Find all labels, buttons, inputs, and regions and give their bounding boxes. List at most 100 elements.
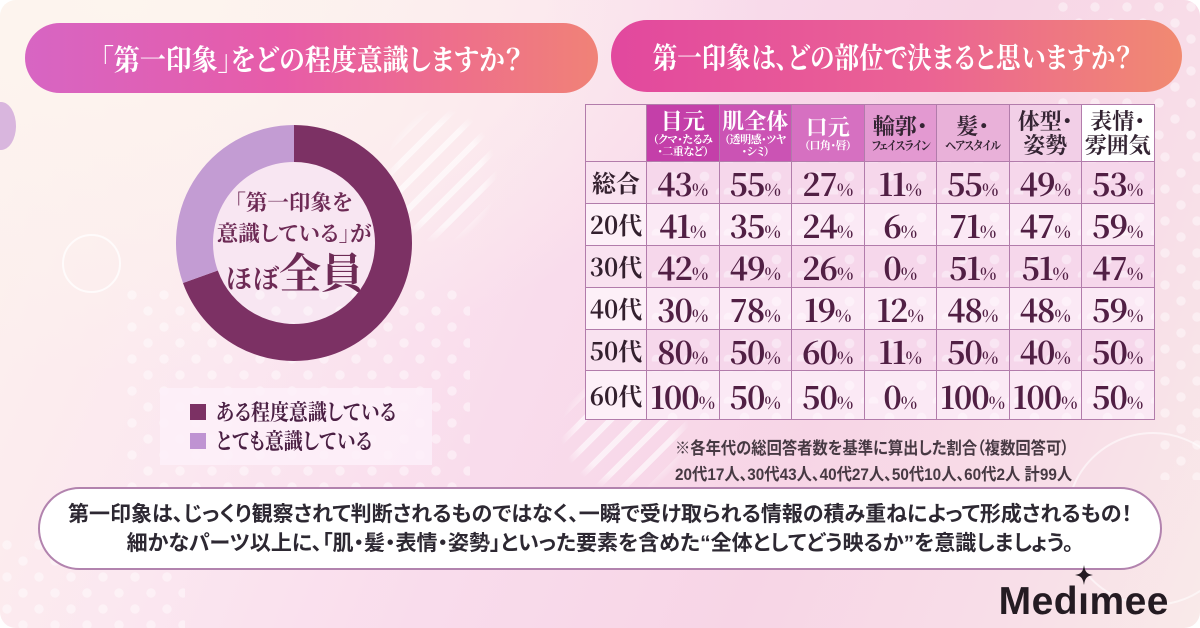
summary-line1: 第一印象は、じっくり観察されて判断されるものではなく、一瞬で受け取られる情報の積…: [67, 502, 1133, 526]
column-header-sub: 姿勢: [1023, 129, 1068, 160]
value-cell: 11%: [863, 161, 937, 204]
logo-i-with-sparkle: ı: [1074, 565, 1093, 624]
value-cell: 42%: [646, 244, 720, 288]
column-header-sub: ・シミ）: [741, 143, 770, 159]
value-cell: 71%: [936, 202, 1010, 246]
column-header-sub: 雰囲気: [1084, 129, 1151, 160]
row-label: 50代: [585, 328, 647, 372]
column-header-sub: ・二重など）: [657, 143, 709, 159]
row-label: 60代: [585, 370, 647, 421]
column-header: 体型・ 姿勢: [1008, 104, 1082, 162]
column-header-sub: ヘアスタイル: [945, 136, 1001, 154]
column-header: 表情・ 雰囲気: [1081, 104, 1155, 162]
logo-part1: Med: [998, 580, 1079, 623]
legend-item: とても意識している: [190, 430, 432, 452]
value-cell: 24%: [791, 202, 865, 246]
donut-legend: ある程度意識している とても意識している: [160, 388, 432, 465]
value-cell: 50%: [718, 370, 792, 421]
donut-center-line3: ほぼ全員: [225, 248, 363, 301]
value-cell: 47%: [1081, 244, 1155, 288]
summary-box: 第一印象は、じっくり観察されて判断されるものではなく、一瞬で受け取られる情報の積…: [38, 487, 1162, 570]
table-blank-corner: [585, 104, 647, 162]
circle-outline-decoration: [62, 234, 121, 293]
value-cell: 49%: [718, 244, 792, 288]
column-header: 肌全体 （透明感・ツヤ ・シミ）: [718, 104, 792, 162]
table-row: 20代 41% 35% 24% 6% 71% 47% 59%: [585, 202, 1155, 246]
value-cell: 55%: [718, 161, 792, 204]
table-header-row: 目元 （クマ・たるみ ・二重など） 肌全体 （透明感・ツヤ ・シミ） 口元 （口角・唇） 輪郭・…: [585, 104, 1155, 162]
value-cell: 48%: [936, 286, 1010, 330]
column-header-main: 目元: [660, 104, 705, 136]
value-cell: 19%: [791, 286, 865, 330]
question-right-text: 第一印象は、どの部位で決まると思いますか？: [652, 35, 1132, 77]
row-label: 30代: [585, 244, 647, 288]
table-row: 40代 30% 78% 19% 12% 48% 48% 59%: [585, 286, 1155, 330]
value-cell: 0%: [863, 244, 937, 288]
donut-chart: [176, 125, 412, 361]
row-label: 40代: [585, 286, 647, 330]
column-header-sub: フェイスライン: [871, 136, 930, 154]
summary-line2: 細かなパーツ以上に、「肌・髪・表情・姿勢」といった要素を含めた“全体としてどう映…: [126, 531, 1074, 555]
question-banner-left: 「第一印象」をどの程度意識しますか？: [25, 23, 598, 93]
value-cell: 50%: [791, 370, 865, 421]
column-header-sub: （透明感・ツヤ: [724, 130, 787, 147]
polka-dots-decoration: [1158, 150, 1200, 480]
row-label: 総合: [585, 161, 647, 204]
value-cell: 51%: [936, 244, 1010, 288]
table-row: 30代 42% 49% 26% 0% 51% 51% 47%: [585, 244, 1155, 288]
column-header-main: 髪・: [956, 110, 990, 141]
value-cell: 12%: [863, 286, 937, 330]
medimee-logo: Medı mee: [998, 565, 1169, 624]
legend-label: ある程度意識している: [216, 396, 397, 427]
column-header: 目元 （クマ・たるみ ・二重など）: [646, 104, 720, 162]
question-left-text: 「第一印象」をどの程度意識しますか？: [100, 37, 523, 79]
value-cell: 80%: [646, 328, 720, 372]
value-cell: 100%: [1008, 370, 1082, 421]
column-header-sub: （クマ・たるみ: [653, 130, 713, 147]
value-cell: 30%: [646, 286, 720, 330]
value-cell: 27%: [791, 161, 865, 204]
legend-item: ある程度意識している: [190, 401, 432, 423]
donut-segment: [176, 125, 295, 283]
value-cell: 50%: [1081, 370, 1155, 421]
column-header-sub: （口角・唇）: [804, 136, 852, 153]
column-header: 口元 （口角・唇）: [791, 104, 865, 162]
value-cell: 50%: [1081, 328, 1155, 372]
column-header-main: 体型・: [1017, 105, 1073, 136]
value-cell: 43%: [646, 161, 720, 204]
lavender-blob-decoration: [0, 102, 16, 150]
value-cell: 50%: [936, 328, 1010, 372]
value-cell: 26%: [791, 244, 865, 288]
donut-center-prefix: ほぼ: [224, 258, 279, 296]
survey-table-wrap: 目元 （クマ・たるみ ・二重など） 肌全体 （透明感・ツヤ ・シミ） 口元 （口角・唇） 輪郭・…: [585, 104, 1155, 421]
legend-label: とても意識している: [216, 425, 373, 456]
value-cell: 0%: [863, 370, 937, 421]
value-cell: 100%: [646, 370, 720, 421]
sparkle-icon: [1074, 565, 1093, 585]
value-cell: 51%: [1008, 244, 1082, 288]
survey-table: 目元 （クマ・たるみ ・二重など） 肌全体 （透明感・ツヤ ・シミ） 口元 （口角・唇） 輪郭・…: [585, 104, 1155, 421]
value-cell: 50%: [718, 328, 792, 372]
question-banner-right: 第一印象は、どの部位で決まると思いますか？: [611, 20, 1182, 92]
donut-center-emphasis: 全員: [279, 240, 364, 301]
footnote-line2: 20代17人、30代43人、40代27人、50代10人、60代2人 計99人: [675, 465, 1073, 484]
donut-hole: [213, 162, 375, 324]
value-cell: 41%: [646, 202, 720, 246]
value-cell: 60%: [791, 328, 865, 372]
column-header-main: 口元: [805, 110, 850, 142]
donut-center-line2: 意識している」が: [216, 216, 372, 248]
donut-center-label: 「第一印象を 意識している」が ほぼ全員: [204, 170, 384, 316]
column-header-main: 表情・: [1090, 105, 1146, 136]
value-cell: 59%: [1081, 286, 1155, 330]
table-row: 60代 100% 50% 50% 0% 100% 100% 50%: [585, 370, 1155, 421]
value-cell: 11%: [863, 328, 937, 372]
value-cell: 49%: [1008, 161, 1082, 204]
value-cell: 53%: [1081, 161, 1155, 204]
value-cell: 59%: [1081, 202, 1155, 246]
logo-part2: mee: [1089, 580, 1169, 623]
value-cell: 100%: [936, 370, 1010, 421]
value-cell: 35%: [718, 202, 792, 246]
value-cell: 55%: [936, 161, 1010, 204]
column-header-main: 輪郭・: [872, 110, 928, 141]
